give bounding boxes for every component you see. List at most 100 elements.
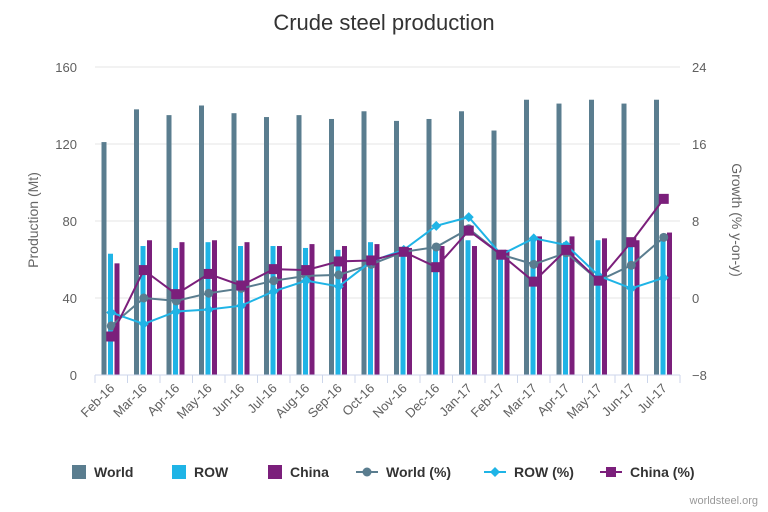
legend-label: World (%): [386, 464, 451, 480]
bar-china: [147, 240, 152, 375]
bar-china: [244, 242, 250, 375]
point-diamond: [658, 272, 669, 283]
point-square: [626, 237, 637, 248]
x-tick-label: Nov-16: [370, 381, 410, 421]
bar-row: [270, 246, 276, 375]
line-diamond: [110, 216, 665, 326]
legend-label: ROW (%): [514, 464, 574, 480]
bar-row: [595, 240, 601, 375]
point-square: [203, 268, 214, 279]
bar-world: [329, 118, 334, 375]
x-tick-label: Mar-17: [500, 381, 540, 421]
point-circle: [106, 321, 116, 331]
point-diamond: [236, 300, 247, 311]
bar-world: [524, 99, 529, 375]
bar-series: [101, 99, 672, 376]
line-square: [110, 198, 665, 337]
point-square: [398, 246, 409, 257]
bar-china: [569, 236, 575, 375]
point-diamond: [626, 283, 637, 294]
bar-china: [212, 240, 217, 375]
point-diamond: [333, 281, 344, 292]
bar-world: [556, 103, 562, 375]
bar-world: [459, 111, 464, 376]
point-square: [333, 256, 344, 267]
point-diamond: [463, 212, 474, 223]
x-tick-label: Mar-16: [110, 381, 150, 421]
line-circle: [110, 227, 665, 327]
grid-lines: [95, 66, 680, 299]
point-square: [366, 255, 377, 266]
bar-world: [621, 103, 627, 375]
bar-world: [361, 111, 367, 376]
point-diamond: [528, 233, 539, 244]
point-circle: [431, 242, 441, 252]
bar-row: [368, 242, 373, 375]
point-circle: [529, 259, 539, 269]
point-square: [528, 276, 539, 287]
legend-swatch: [172, 465, 186, 479]
bar-world: [101, 142, 107, 375]
x-tick-label: Jun-17: [599, 381, 638, 420]
legend-marker-square: [606, 467, 616, 477]
bar-world: [264, 117, 269, 376]
point-square: [138, 265, 149, 276]
bar-world: [231, 113, 237, 375]
point-circle: [659, 232, 669, 242]
bar-row: [238, 246, 243, 375]
point-square: [463, 225, 474, 236]
legend-marker-circle: [362, 467, 372, 477]
bar-china: [602, 238, 607, 375]
legend: World ROW China World (%) ROW (%) China (%): [72, 464, 695, 480]
point-diamond: [171, 306, 182, 317]
y-tick-label: 0: [70, 368, 77, 383]
legend-label: China: [290, 464, 329, 480]
legend-swatch: [72, 465, 86, 479]
x-tick-label: Feb-16: [78, 381, 118, 421]
bar-row: [465, 240, 471, 375]
point-circle: [204, 288, 214, 298]
point-diamond: [431, 220, 442, 231]
legend-label: China (%): [630, 464, 695, 480]
point-square: [301, 265, 312, 276]
bar-world: [134, 109, 139, 375]
legend-marker-diamond: [490, 467, 500, 477]
point-square: [496, 249, 507, 260]
bar-row: [563, 242, 568, 375]
bar-row: [628, 240, 633, 375]
point-circle: [269, 276, 279, 286]
y-tick-label: 120: [55, 137, 77, 152]
bar-row: [400, 247, 406, 375]
x-tick-label: Dec-16: [402, 381, 442, 421]
point-square: [561, 244, 572, 255]
line-series: [106, 193, 669, 342]
y-tick-label: 160: [55, 60, 77, 75]
legend-swatch: [268, 465, 282, 479]
bar-china: [342, 246, 347, 375]
bar-china: [309, 244, 315, 375]
bar-world: [491, 130, 497, 375]
x-tick-label: May-16: [174, 381, 215, 422]
bar-china: [277, 246, 282, 375]
point-square: [593, 275, 604, 286]
bar-world: [589, 99, 594, 375]
bar-row: [140, 246, 146, 375]
bar-china: [537, 236, 542, 375]
y2-tick-label: 8: [692, 214, 699, 229]
y2-tick-label: 24: [692, 60, 706, 75]
x-tick-label: Aug-16: [272, 381, 312, 421]
point-diamond: [301, 275, 312, 286]
bar-row: [498, 251, 503, 375]
x-tick-label: Jul-17: [634, 381, 670, 417]
bar-world: [426, 118, 432, 375]
bar-china: [439, 246, 445, 375]
bar-row: [433, 249, 438, 375]
legend-label: World: [94, 464, 133, 480]
x-tick-label: Jan-17: [436, 381, 475, 420]
x-tick-label: Feb-17: [468, 381, 508, 421]
point-diamond: [268, 286, 279, 297]
point-circle: [334, 270, 344, 280]
point-square: [236, 280, 247, 291]
bar-world: [296, 115, 302, 375]
